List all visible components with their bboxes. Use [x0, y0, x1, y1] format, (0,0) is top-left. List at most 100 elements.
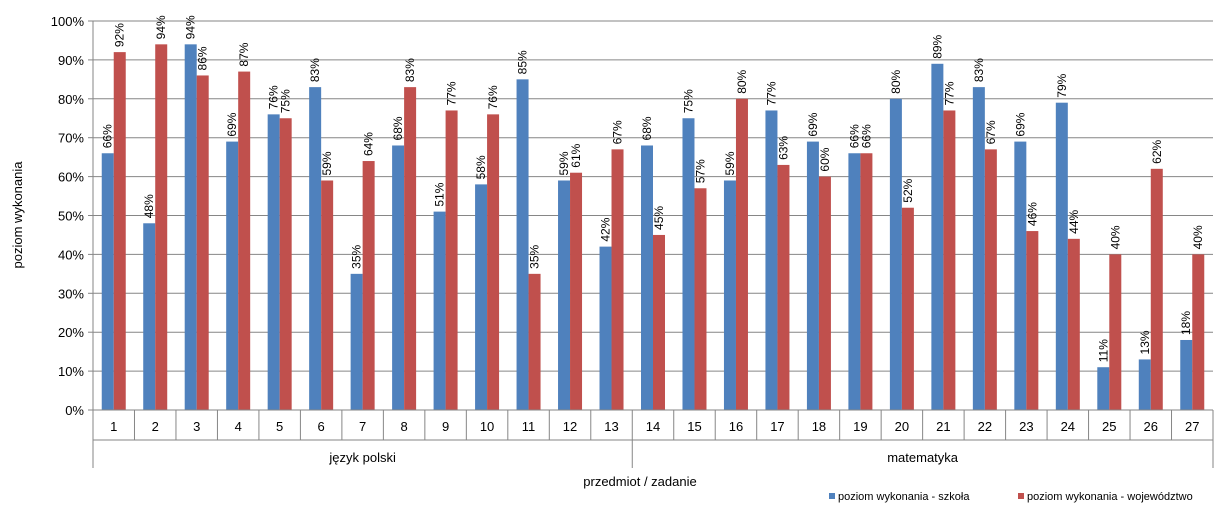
bar	[848, 153, 861, 410]
bar	[1067, 238, 1080, 410]
data-label: 75%	[681, 89, 695, 113]
bar	[101, 153, 114, 410]
y-tick-label: 30%	[58, 286, 84, 301]
data-label: 80%	[735, 69, 749, 93]
bar	[765, 110, 778, 410]
y-axis-ticks: 0% 10% 20% 30% 40% 50% 60% 70% 80% 90% 100%	[51, 14, 93, 418]
x-tick-label: 14	[646, 419, 660, 434]
data-label: 42%	[599, 217, 613, 241]
x-tick-label: 5	[276, 419, 283, 434]
x-tick-label: 16	[729, 419, 743, 434]
bar	[735, 98, 748, 411]
bar	[392, 145, 405, 411]
x-tick-label: 6	[318, 419, 325, 434]
data-label: 45%	[652, 206, 666, 230]
bar	[901, 207, 914, 410]
data-label: 76%	[267, 85, 281, 109]
bar	[475, 184, 488, 410]
bar	[972, 87, 985, 410]
data-label: 35%	[528, 245, 542, 269]
data-label: 79%	[1055, 73, 1069, 97]
x-tick-label: 3	[193, 419, 200, 434]
data-label: 94%	[154, 15, 168, 39]
bar	[1109, 254, 1122, 410]
data-label: 51%	[433, 182, 447, 206]
bar	[1180, 339, 1193, 410]
x-tick-label: 21	[936, 419, 950, 434]
bar	[570, 172, 583, 410]
data-label: 18%	[1179, 311, 1193, 335]
bar	[362, 161, 375, 410]
y-tick-label: 50%	[58, 209, 84, 224]
data-label: 75%	[279, 89, 293, 113]
bar	[984, 149, 997, 410]
bar	[682, 118, 695, 410]
bar	[238, 71, 251, 410]
bar	[1055, 102, 1068, 410]
x-tick-label: 4	[235, 419, 242, 434]
data-label: 59%	[723, 151, 737, 175]
bar	[445, 110, 458, 410]
bar	[723, 180, 736, 410]
data-label: 83%	[403, 58, 417, 82]
bar	[599, 246, 612, 410]
group-label: język polski	[328, 450, 396, 465]
data-label: 92%	[113, 23, 127, 47]
data-label: 46%	[1025, 202, 1039, 226]
category-groups: język polski matematyka	[92, 439, 1214, 468]
x-tick-label: 23	[1019, 419, 1033, 434]
data-label: 48%	[142, 194, 156, 218]
data-label: 62%	[1150, 139, 1164, 163]
bar	[226, 141, 239, 410]
legend: poziom wykonania - szkoła poziom wykonani…	[829, 491, 1193, 503]
bars	[101, 44, 1205, 411]
bar	[943, 110, 956, 410]
x-tick-label: 8	[400, 419, 407, 434]
x-tick-label: 1	[110, 419, 117, 434]
bar	[1097, 367, 1110, 410]
data-label: 86%	[196, 46, 210, 70]
x-tick-label: 25	[1102, 419, 1116, 434]
data-label: 94%	[184, 15, 198, 39]
y-tick-label: 100%	[51, 14, 85, 29]
axes	[92, 21, 1213, 411]
data-label: 89%	[930, 34, 944, 58]
bar	[321, 180, 334, 410]
x-tick-label: 19	[853, 419, 867, 434]
data-label: 68%	[640, 116, 654, 140]
bar	[641, 145, 653, 411]
data-label: 59%	[557, 151, 571, 175]
bar	[433, 211, 446, 410]
bar	[143, 223, 156, 410]
data-label: 77%	[445, 81, 459, 105]
bar	[889, 98, 902, 411]
group-label: matematyka	[887, 450, 959, 465]
data-label: 66%	[859, 124, 873, 148]
data-label: 66%	[847, 124, 861, 148]
bar	[487, 114, 500, 411]
y-tick-label: 0%	[65, 403, 84, 418]
data-label: 59%	[320, 151, 334, 175]
bar	[196, 75, 209, 411]
bar	[516, 79, 529, 410]
legend-label: poziom wykonania - województwo	[1027, 491, 1193, 503]
bar	[818, 176, 831, 410]
bar	[267, 114, 280, 411]
data-label: 85%	[516, 50, 530, 74]
data-label: 40%	[1108, 225, 1122, 249]
data-label: 77%	[764, 81, 778, 105]
y-tick-label: 10%	[58, 364, 84, 379]
x-tick-label: 24	[1061, 419, 1075, 434]
data-label: 57%	[693, 159, 707, 183]
data-label: 61%	[569, 143, 583, 167]
bar	[806, 141, 819, 410]
x-tick-label: 17	[770, 419, 784, 434]
data-label: 13%	[1138, 330, 1152, 354]
bar	[404, 87, 417, 410]
data-label: 66%	[101, 124, 115, 148]
data-label: 68%	[391, 116, 405, 140]
x-tick-label: 15	[687, 419, 701, 434]
data-label: 69%	[806, 112, 820, 136]
bar	[113, 52, 126, 411]
